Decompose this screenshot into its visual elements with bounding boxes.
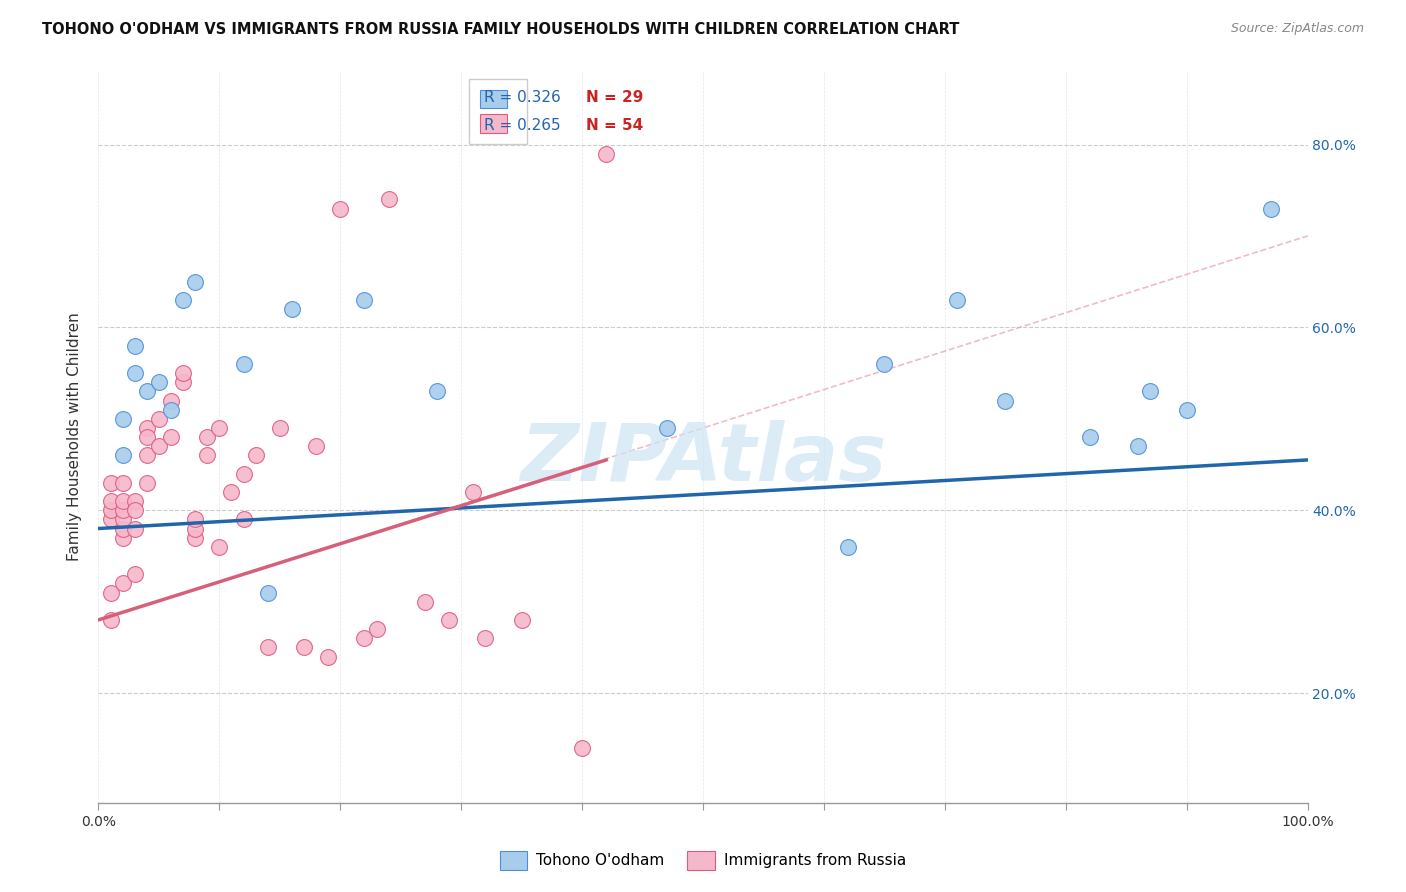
Point bbox=[111, 448, 134, 462]
Y-axis label: Family Households with Children: Family Households with Children bbox=[67, 313, 83, 561]
Point bbox=[946, 293, 969, 307]
Point bbox=[232, 512, 254, 526]
Point bbox=[1078, 430, 1101, 444]
Point bbox=[111, 494, 134, 508]
Point bbox=[160, 402, 183, 417]
Point bbox=[111, 512, 134, 526]
Point bbox=[172, 366, 194, 380]
Point bbox=[595, 146, 617, 161]
Point bbox=[135, 448, 157, 462]
Point bbox=[148, 412, 170, 426]
Point bbox=[571, 740, 593, 755]
Point bbox=[245, 448, 267, 462]
Text: ZIPAtlas: ZIPAtlas bbox=[520, 420, 886, 498]
Point bbox=[208, 540, 231, 554]
Point bbox=[184, 531, 207, 545]
Point bbox=[111, 531, 134, 545]
Point bbox=[172, 293, 194, 307]
Point bbox=[1260, 202, 1282, 216]
Text: Source: ZipAtlas.com: Source: ZipAtlas.com bbox=[1230, 22, 1364, 36]
Point bbox=[148, 375, 170, 389]
Point bbox=[100, 503, 122, 517]
Point bbox=[305, 439, 328, 453]
Point bbox=[195, 430, 218, 444]
Point bbox=[292, 640, 315, 655]
Point bbox=[100, 494, 122, 508]
Point bbox=[160, 430, 183, 444]
Text: R = 0.265: R = 0.265 bbox=[485, 118, 575, 133]
Point bbox=[837, 540, 859, 554]
Point bbox=[426, 384, 449, 399]
Point bbox=[316, 649, 339, 664]
Point bbox=[172, 375, 194, 389]
Point bbox=[100, 585, 122, 599]
Point bbox=[100, 475, 122, 490]
Point bbox=[124, 366, 146, 380]
Point bbox=[413, 594, 436, 608]
Point bbox=[184, 521, 207, 535]
Point bbox=[100, 613, 122, 627]
Point bbox=[353, 632, 375, 646]
Point bbox=[135, 475, 157, 490]
Point bbox=[135, 430, 157, 444]
Point bbox=[232, 467, 254, 481]
Point bbox=[329, 202, 352, 216]
Point bbox=[655, 421, 678, 435]
Point bbox=[366, 622, 388, 636]
Point bbox=[111, 503, 134, 517]
Point bbox=[994, 393, 1017, 408]
Point bbox=[208, 421, 231, 435]
Point bbox=[111, 576, 134, 591]
Point bbox=[510, 613, 533, 627]
Point bbox=[437, 613, 460, 627]
Text: N = 54: N = 54 bbox=[586, 118, 643, 133]
Point bbox=[124, 503, 146, 517]
Point bbox=[111, 412, 134, 426]
Point bbox=[1175, 402, 1198, 417]
Point bbox=[111, 521, 134, 535]
Point bbox=[256, 640, 278, 655]
Point bbox=[124, 339, 146, 353]
Point bbox=[124, 521, 146, 535]
Point bbox=[353, 293, 375, 307]
Point bbox=[1139, 384, 1161, 399]
Point bbox=[221, 485, 243, 500]
Point bbox=[195, 448, 218, 462]
Point bbox=[124, 494, 146, 508]
Text: TOHONO O'ODHAM VS IMMIGRANTS FROM RUSSIA FAMILY HOUSEHOLDS WITH CHILDREN CORRELA: TOHONO O'ODHAM VS IMMIGRANTS FROM RUSSIA… bbox=[42, 22, 959, 37]
Point bbox=[160, 393, 183, 408]
Point bbox=[377, 193, 399, 207]
Point bbox=[124, 567, 146, 582]
Legend: Tohono O'odham, Immigrants from Russia: Tohono O'odham, Immigrants from Russia bbox=[494, 845, 912, 876]
Point bbox=[111, 475, 134, 490]
Point bbox=[232, 357, 254, 371]
Point bbox=[184, 275, 207, 289]
Point bbox=[474, 632, 496, 646]
Text: R = 0.326: R = 0.326 bbox=[485, 89, 576, 104]
Point bbox=[281, 302, 304, 317]
Point bbox=[184, 512, 207, 526]
Point bbox=[1128, 439, 1150, 453]
Point bbox=[100, 512, 122, 526]
Point bbox=[873, 357, 896, 371]
Text: N = 29: N = 29 bbox=[586, 89, 643, 104]
Point bbox=[269, 421, 291, 435]
Point bbox=[135, 384, 157, 399]
Point bbox=[148, 439, 170, 453]
Point bbox=[135, 421, 157, 435]
Point bbox=[463, 485, 485, 500]
Point bbox=[256, 585, 278, 599]
